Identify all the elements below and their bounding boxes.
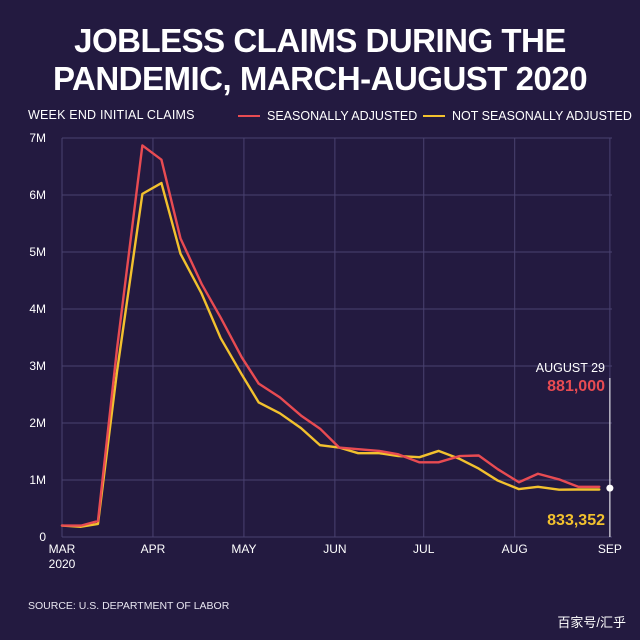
watermark: 百家号/汇乎 <box>557 615 626 630</box>
y-tick-label: 4M <box>29 302 46 316</box>
x-tick-label: MAY <box>231 542 256 556</box>
x-tick-label: JUL <box>413 542 435 556</box>
series-line-not-seasonally-adjusted <box>60 181 601 528</box>
y-tick-label: 1M <box>29 473 46 487</box>
legend-swatch-not-seasonally-adjusted <box>423 115 445 117</box>
x-tick-sublabel: 2020 <box>49 557 76 571</box>
y-tick-label: 0 <box>39 530 46 544</box>
y-tick-label: 5M <box>29 245 46 259</box>
x-tick-label: SEP <box>598 542 622 556</box>
annotation-date: AUGUST 29 <box>536 361 605 375</box>
x-tick-label: APR <box>141 542 166 556</box>
y-tick-label: 7M <box>29 131 46 145</box>
legend-label-seasonally-adjusted: SEASONALLY ADJUSTED <box>267 109 418 123</box>
annotation-marker <box>606 484 614 492</box>
y-axis-label: WEEK END INITIAL CLAIMS <box>28 108 195 122</box>
x-tick-label: MAR <box>49 542 76 556</box>
legend-item-seasonally-adjusted: SEASONALLY ADJUSTED <box>238 109 417 123</box>
legend-label-not-seasonally-adjusted: NOT SEASONALLY ADJUSTED <box>452 109 632 123</box>
title-line-2: PANDEMIC, MARCH-AUGUST 2020 <box>52 60 588 97</box>
y-tick-label: 3M <box>29 359 46 373</box>
chart-title: JOBLESS CLAIMS DURING THE PANDEMIC, MARC… <box>0 22 640 98</box>
legend-item-not-seasonally-adjusted: NOT SEASONALLY ADJUSTED <box>423 109 632 123</box>
y-tick-label: 2M <box>29 416 46 430</box>
annotation-value-seasonally-adjusted: 881,000 <box>547 378 605 395</box>
title-line-1: JOBLESS CLAIMS DURING THE <box>74 22 566 59</box>
legend-swatch-seasonally-adjusted <box>238 115 260 117</box>
x-tick-label: AUG <box>502 542 528 556</box>
series-line-seasonally-adjusted <box>60 144 601 527</box>
annotation-value-not-seasonally-adjusted: 833,352 <box>547 512 605 529</box>
x-tick-label: JUN <box>323 542 346 556</box>
source-note: SOURCE: U.S. DEPARTMENT OF LABOR <box>28 600 230 612</box>
y-tick-label: 6M <box>29 188 46 202</box>
